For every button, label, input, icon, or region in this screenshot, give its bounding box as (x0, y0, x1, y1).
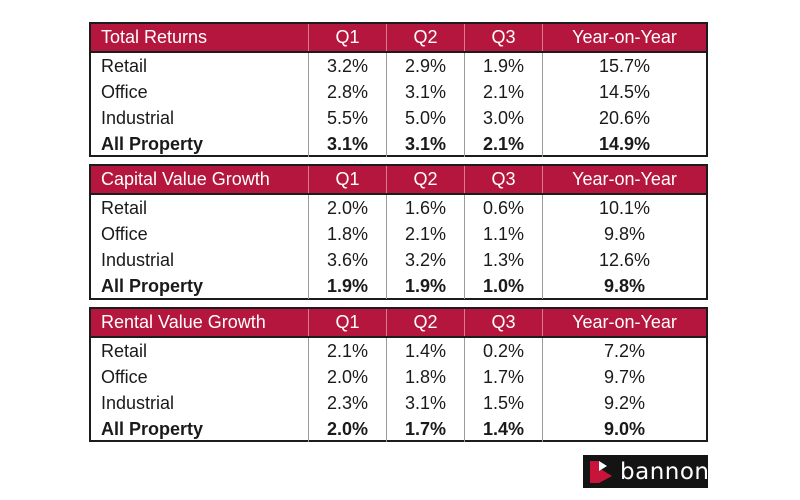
cell-year-on-year: 15.7% (598, 55, 651, 76)
row-label: Office (91, 79, 309, 105)
cell-q1: 3.2% (309, 53, 387, 79)
bannon-logo-mark-icon (588, 459, 614, 485)
cell-year-on-year: 9.7% (603, 366, 646, 387)
row-label: Industrial (91, 105, 309, 131)
cell-q2: 1.8% (387, 364, 465, 390)
cell-q2: 1.4% (387, 338, 465, 364)
table-header-row: Total Returns Q1 Q2 Q3 Year-on-Year (91, 24, 706, 53)
cell-q1: 5.5% (309, 105, 387, 131)
cell-q1: 2.0% (309, 416, 387, 442)
table-row: Industrial 3.6% 3.2% 1.3% 12.6% (91, 247, 706, 273)
table-row: Retail 2.1% 1.4% 0.2% 7.2% (91, 338, 706, 364)
rental-value-growth-table: Rental Value Growth Q1 Q2 Q3 Year-on-Yea… (89, 307, 708, 442)
cell-q2: 2.1% (387, 221, 465, 247)
column-header-q1: Q1 (309, 309, 387, 336)
cell-q3: 1.0% (465, 273, 543, 299)
table-row: Office 2.8% 3.1% 2.1% 14.5% (91, 79, 706, 105)
cell-q1: 2.1% (309, 338, 387, 364)
column-header-q3: Q3 (465, 309, 543, 336)
column-header-q1: Q1 (309, 166, 387, 193)
logo-wordmark: bannon (620, 458, 710, 485)
column-header-q3: Q3 (465, 166, 543, 193)
column-header-year-on-year: Year-on-Year (572, 27, 677, 47)
cell-year-on-year: 9.8% (603, 275, 646, 296)
cell-q3: 0.2% (465, 338, 543, 364)
cell-q3: 1.1% (465, 221, 543, 247)
table-title: Total Returns (91, 24, 309, 51)
column-header-q1: Q1 (309, 24, 387, 51)
row-label: Office (91, 364, 309, 390)
capital-value-growth-table: Capital Value Growth Q1 Q2 Q3 Year-on-Ye… (89, 164, 708, 300)
row-label: Retail (91, 338, 309, 364)
cell-q1: 2.0% (309, 195, 387, 221)
column-header-q2: Q2 (387, 309, 465, 336)
cell-q3: 1.9% (465, 53, 543, 79)
table-row: Office 1.8% 2.1% 1.1% 9.8% (91, 221, 706, 247)
cell-year-on-year: 14.9% (598, 133, 651, 154)
cell-q3: 2.1% (465, 79, 543, 105)
cell-year-on-year: 20.6% (598, 107, 651, 128)
column-header-year-on-year: Year-on-Year (572, 312, 677, 332)
cell-q2: 3.2% (387, 247, 465, 273)
cell-q1: 1.9% (309, 273, 387, 299)
cell-q1: 3.1% (309, 131, 387, 157)
cell-year-on-year: 9.0% (603, 418, 646, 439)
cell-year-on-year: 10.1% (598, 197, 651, 218)
table-row: Industrial 2.3% 3.1% 1.5% 9.2% (91, 390, 706, 416)
table-total-row: All Property 1.9% 1.9% 1.0% 9.8% (91, 273, 706, 299)
row-label: Industrial (91, 390, 309, 416)
cell-q3: 0.6% (465, 195, 543, 221)
table-row: Retail 2.0% 1.6% 0.6% 10.1% (91, 195, 706, 221)
table-total-row: All Property 3.1% 3.1% 2.1% 14.9% (91, 131, 706, 157)
row-label: All Property (91, 416, 309, 442)
cell-q3: 1.4% (465, 416, 543, 442)
table-row: Office 2.0% 1.8% 1.7% 9.7% (91, 364, 706, 390)
cell-q2: 1.6% (387, 195, 465, 221)
cell-year-on-year: 14.5% (598, 81, 651, 102)
column-header-q2: Q2 (387, 24, 465, 51)
cell-q1: 2.0% (309, 364, 387, 390)
table-row: Retail 3.2% 2.9% 1.9% 15.7% (91, 53, 706, 79)
table-total-row: All Property 2.0% 1.7% 1.4% 9.0% (91, 416, 706, 442)
cell-year-on-year: 12.6% (598, 249, 651, 270)
cell-q1: 2.3% (309, 390, 387, 416)
cell-q3: 3.0% (465, 105, 543, 131)
row-label: All Property (91, 131, 309, 157)
bannon-logo: bannon (583, 455, 710, 488)
cell-q1: 2.8% (309, 79, 387, 105)
cell-q2: 1.9% (387, 273, 465, 299)
cell-q2: 5.0% (387, 105, 465, 131)
table-row: Industrial 5.5% 5.0% 3.0% 20.6% (91, 105, 706, 131)
cell-year-on-year: 9.8% (603, 223, 646, 244)
table-header-row: Capital Value Growth Q1 Q2 Q3 Year-on-Ye… (91, 166, 706, 195)
cell-q2: 1.7% (387, 416, 465, 442)
row-label: Retail (91, 53, 309, 79)
cell-q2: 3.1% (387, 131, 465, 157)
total-returns-table: Total Returns Q1 Q2 Q3 Year-on-Year Reta… (89, 22, 708, 157)
column-header-q2: Q2 (387, 166, 465, 193)
cell-q1: 3.6% (309, 247, 387, 273)
cell-q2: 3.1% (387, 79, 465, 105)
row-label: Office (91, 221, 309, 247)
cell-q3: 1.3% (465, 247, 543, 273)
row-label: Retail (91, 195, 309, 221)
table-title: Capital Value Growth (91, 166, 309, 193)
table-header-row: Rental Value Growth Q1 Q2 Q3 Year-on-Yea… (91, 309, 706, 338)
cell-q3: 1.7% (465, 364, 543, 390)
cell-year-on-year: 9.2% (603, 392, 646, 413)
column-header-q3: Q3 (465, 24, 543, 51)
cell-year-on-year: 7.2% (603, 340, 646, 361)
cell-q3: 1.5% (465, 390, 543, 416)
row-label: All Property (91, 273, 309, 299)
cell-q2: 3.1% (387, 390, 465, 416)
row-label: Industrial (91, 247, 309, 273)
cell-q1: 1.8% (309, 221, 387, 247)
cell-q2: 2.9% (387, 53, 465, 79)
table-title: Rental Value Growth (91, 309, 309, 336)
cell-q3: 2.1% (465, 131, 543, 157)
column-header-year-on-year: Year-on-Year (572, 169, 677, 189)
